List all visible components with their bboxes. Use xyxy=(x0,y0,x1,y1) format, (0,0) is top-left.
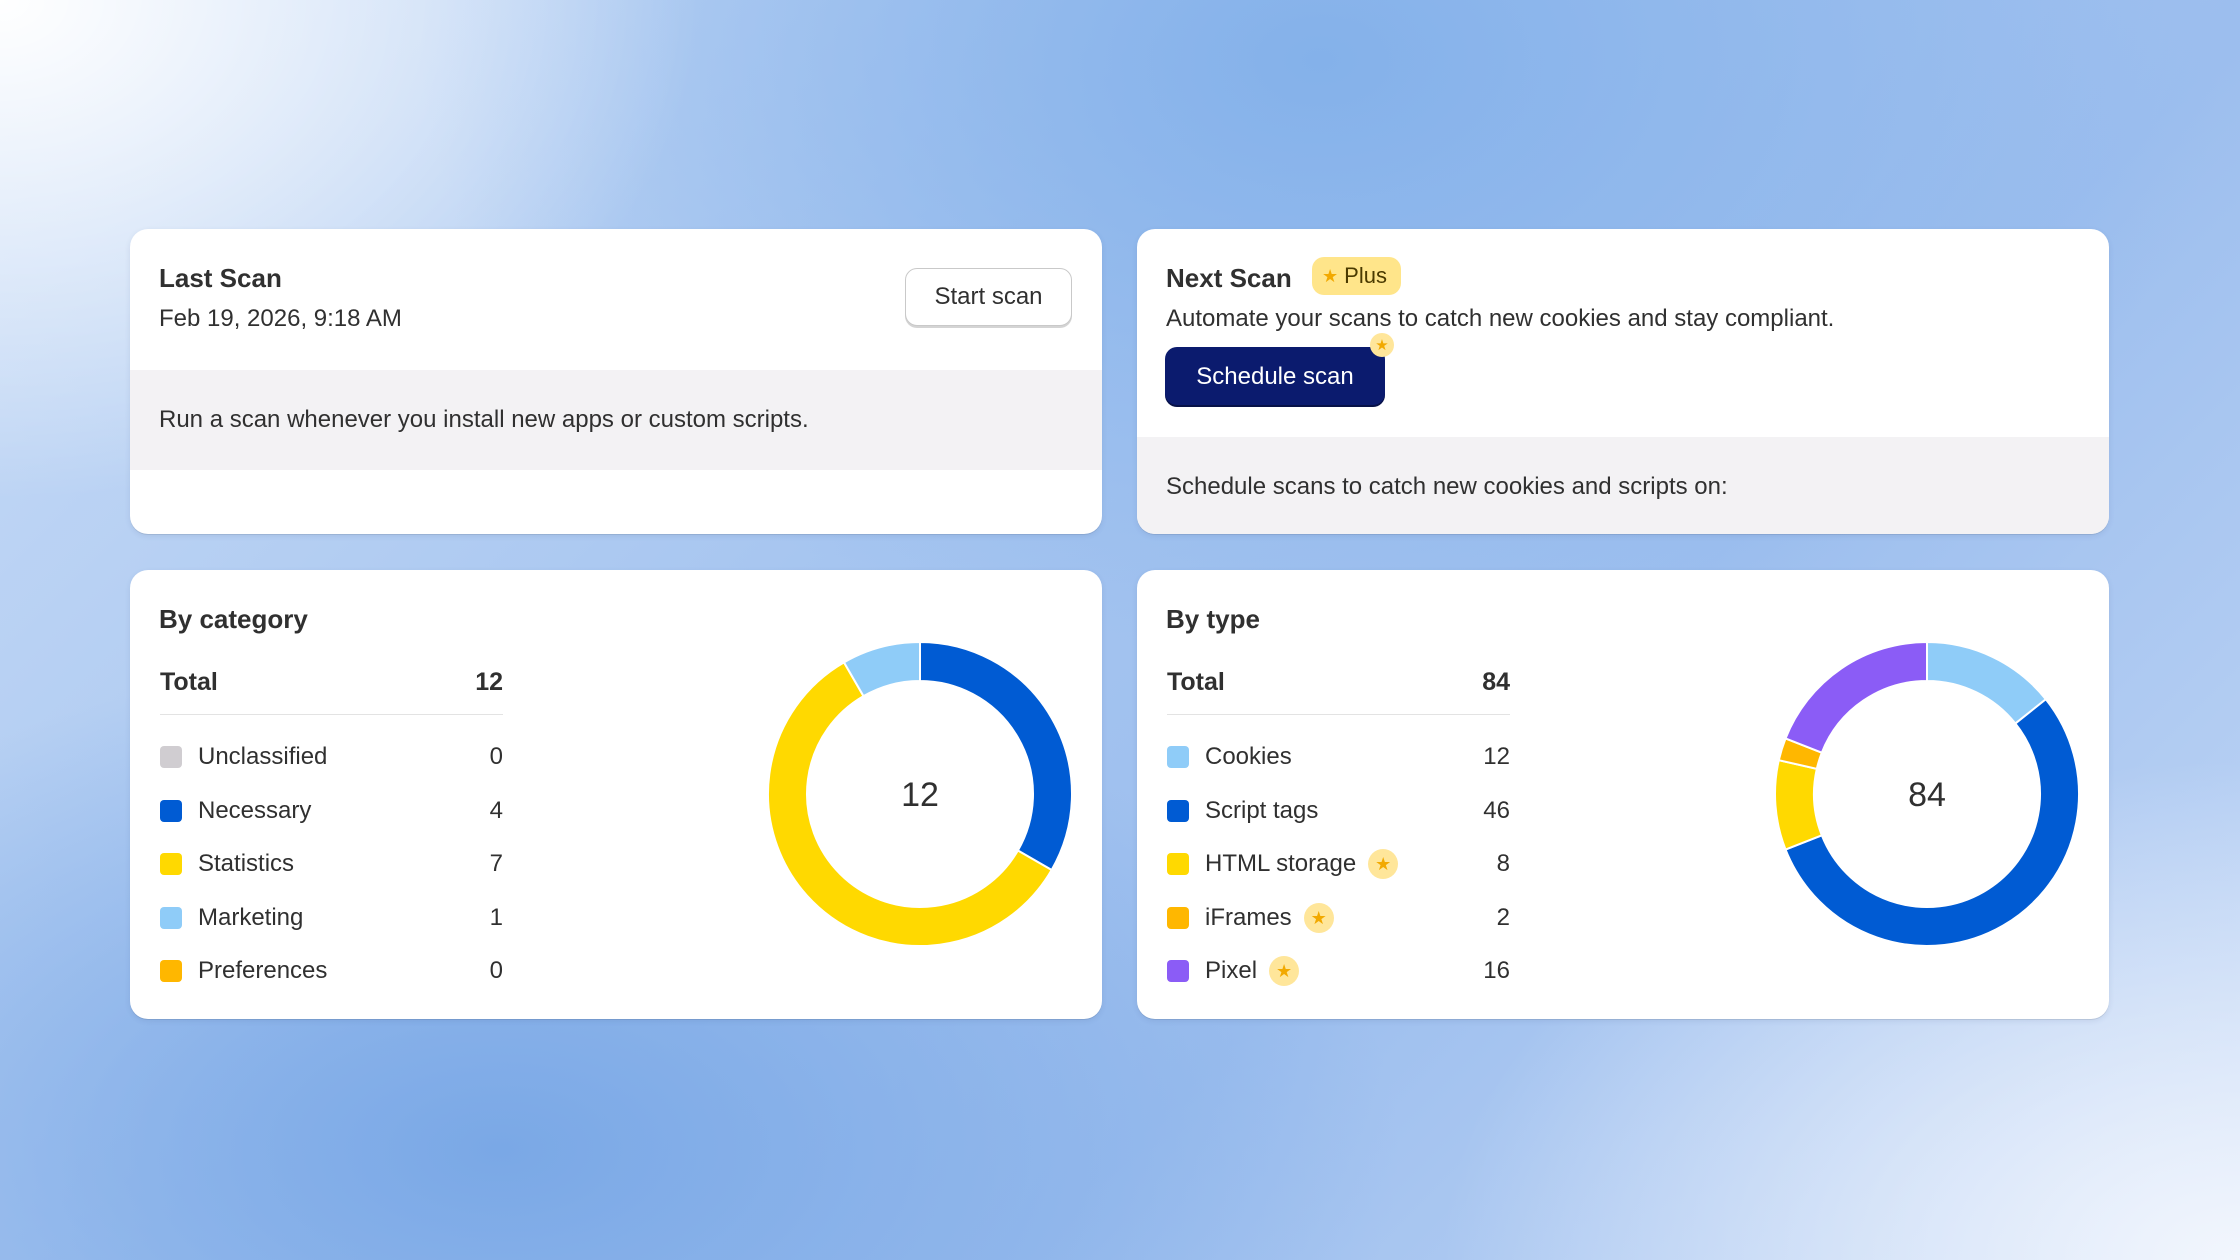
category-donut-chart: 12 xyxy=(767,640,1073,947)
last-scan-info-band: Run a scan whenever you install new apps… xyxy=(130,370,1102,470)
donut-slice-script-tags[interactable] xyxy=(1784,697,2080,947)
legend-item-pixel: Pixel ★ 16 xyxy=(1167,951,1510,991)
next-scan-description: Automate your scans to catch new cookies… xyxy=(1166,305,1835,332)
legend-value: 16 xyxy=(1483,957,1510,984)
next-scan-info-band: Schedule scans to catch new cookies and … xyxy=(1137,437,2109,534)
by-type-card: By type Total 84 Cookies 12 Script tags … xyxy=(1137,570,2109,1019)
legend-value: 0 xyxy=(489,957,503,984)
category-total-value: 12 xyxy=(475,667,503,696)
donut-center-total: 84 xyxy=(1908,776,1946,814)
legend-item-iframes: iFrames ★ 2 xyxy=(1167,898,1510,938)
legend-swatch xyxy=(160,960,182,982)
donut-slice-cookies[interactable] xyxy=(1926,640,2048,725)
legend-swatch xyxy=(160,907,182,929)
legend-item-html-storage: HTML storage ★ 8 xyxy=(1167,844,1510,884)
legend-label-text: Cookies xyxy=(1205,743,1292,770)
last-scan-title: Last Scan xyxy=(159,263,282,293)
legend-swatch xyxy=(1167,853,1189,875)
legend-swatch xyxy=(1167,746,1189,768)
star-icon: ★ xyxy=(1322,266,1339,286)
legend-item-preferences: Preferences 0 xyxy=(160,951,503,991)
next-scan-info-text: Schedule scans to catch new cookies and … xyxy=(1166,473,1728,500)
legend-item-cookies: Cookies 12 xyxy=(1167,737,1510,777)
type-total-value: 84 xyxy=(1482,667,1510,696)
legend-item-script-tags: Script tags 46 xyxy=(1167,791,1510,831)
legend-swatch xyxy=(160,853,182,875)
type-total-row: Total 84 xyxy=(1167,662,1510,715)
legend-label: iFrames ★ xyxy=(1205,903,1334,933)
legend-item-statistics: Statistics 7 xyxy=(160,844,503,884)
legend-value: 0 xyxy=(489,743,503,770)
legend-label: Pixel ★ xyxy=(1205,956,1300,986)
plus-badge: ★ Plus xyxy=(1312,257,1401,295)
donut-center-total: 12 xyxy=(901,776,939,814)
plus-star-icon: ★ xyxy=(1370,333,1394,357)
legend-item-unclassified: Unclassified 0 xyxy=(160,737,503,777)
donut-slice-marketing[interactable] xyxy=(842,640,921,698)
donut-slice-pixel[interactable] xyxy=(1784,640,1928,755)
donut-slice-html-storage[interactable] xyxy=(1774,758,1824,851)
start-scan-button[interactable]: Start scan xyxy=(905,268,1072,326)
legend-swatch xyxy=(1167,800,1189,822)
legend-value: 8 xyxy=(1496,850,1510,877)
legend-value: 2 xyxy=(1496,904,1510,931)
by-type-title: By type xyxy=(1166,604,1260,634)
category-total-label: Total xyxy=(160,667,218,696)
plus-star-icon: ★ xyxy=(1269,956,1300,986)
plus-badge-label: Plus xyxy=(1344,263,1387,288)
by-category-card: By category Total 12 Unclassified 0 Nece… xyxy=(130,570,1102,1019)
legend-label-text: HTML storage xyxy=(1205,850,1357,877)
last-scan-date: Feb 19, 2026, 9:18 AM xyxy=(159,305,402,332)
legend-item-marketing: Marketing 1 xyxy=(160,898,503,938)
next-scan-card: Next Scan ★ Plus Automate your scans to … xyxy=(1137,229,2109,534)
legend-label-text: Pixel xyxy=(1205,957,1258,984)
legend-label-text: iFrames xyxy=(1205,904,1292,931)
legend-swatch xyxy=(1167,960,1189,982)
plus-star-icon: ★ xyxy=(1368,849,1399,879)
legend-item-necessary: Necessary 4 xyxy=(160,791,503,831)
last-scan-card: Last Scan Feb 19, 2026, 9:18 AM Start sc… xyxy=(130,229,1102,534)
schedule-scan-button[interactable]: Schedule scan xyxy=(1165,347,1385,407)
legend-label: Statistics xyxy=(198,850,295,877)
legend-swatch xyxy=(160,746,182,768)
legend-label: Cookies xyxy=(1205,743,1292,771)
legend-value: 4 xyxy=(489,797,503,824)
type-donut-chart: 84 xyxy=(1774,640,2080,947)
legend-value: 1 xyxy=(489,904,503,931)
legend-label: Unclassified xyxy=(198,743,328,770)
category-total-row: Total 12 xyxy=(160,662,503,715)
donut-slice-statistics[interactable] xyxy=(767,660,1054,947)
by-category-title: By category xyxy=(159,604,308,634)
legend-value: 46 xyxy=(1483,797,1510,824)
type-total-label: Total xyxy=(1167,667,1225,696)
legend-label: Preferences xyxy=(198,957,328,984)
legend-value: 7 xyxy=(489,850,503,877)
next-scan-title: Next Scan xyxy=(1166,263,1292,293)
last-scan-info-text: Run a scan whenever you install new apps… xyxy=(159,406,809,433)
legend-value: 12 xyxy=(1483,743,1510,770)
legend-label: HTML storage ★ xyxy=(1205,849,1399,879)
legend-swatch xyxy=(160,800,182,822)
donut-slice-necessary[interactable] xyxy=(919,640,1073,872)
legend-label: Marketing xyxy=(198,904,304,931)
plus-star-icon: ★ xyxy=(1303,903,1334,933)
legend-swatch xyxy=(1167,907,1189,929)
legend-label: Necessary xyxy=(198,797,312,824)
legend-label-text: Script tags xyxy=(1205,797,1319,824)
legend-label: Script tags xyxy=(1205,797,1318,825)
